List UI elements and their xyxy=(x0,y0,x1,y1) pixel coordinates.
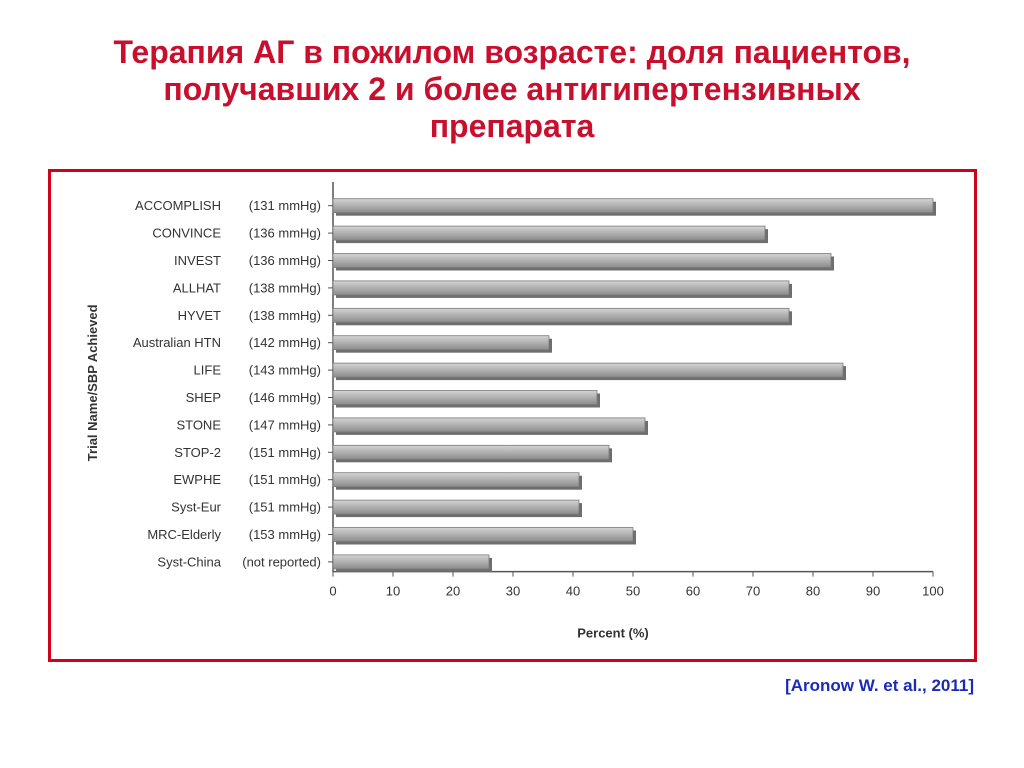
trial-name-label: SHEP xyxy=(186,390,221,405)
bar-life xyxy=(332,362,844,378)
bar-chart: ACCOMPLISH (131 mmHg) CONVINCE (136 mmHg) IN… xyxy=(85,182,944,641)
slide-title-line-1: Терапия АГ в пожилом возрасте: доля паци… xyxy=(113,34,911,70)
chart-frame: ACCOMPLISH (131 mmHg) CONVINCE (136 mmHg) IN… xyxy=(48,169,977,662)
x-tick-label: 30 xyxy=(506,584,520,599)
trial-name-label: STONE xyxy=(176,417,221,432)
x-axis-title: Percent (%) xyxy=(577,626,649,641)
x-tick-label: 40 xyxy=(566,584,580,599)
x-tick-label: 10 xyxy=(386,584,400,599)
trial-name-label: INVEST xyxy=(174,253,221,268)
bar-accomplish xyxy=(332,198,934,214)
bar-hyvet xyxy=(332,307,790,323)
bar-syst-china xyxy=(332,554,490,570)
x-tick-label: 100 xyxy=(922,584,944,599)
bar-allhat xyxy=(332,280,790,296)
slide-title-line-3: препарата xyxy=(429,108,595,144)
trial-name-label: ACCOMPLISH xyxy=(135,198,221,213)
sbp-label: (138 mmHg) xyxy=(249,308,321,323)
x-tick-label: 70 xyxy=(746,584,760,599)
sbp-label: (143 mmHg) xyxy=(249,363,321,378)
bar-mrc-elderly xyxy=(332,527,634,542)
trial-name-label: LIFE xyxy=(194,363,222,378)
sbp-label: (153 mmHg) xyxy=(249,527,321,542)
trial-name-label: ALLHAT xyxy=(173,280,221,295)
slide-title: Терапия АГ в пожилом возрасте: доля паци… xyxy=(0,34,1024,145)
trial-name-label: CONVINCE xyxy=(152,226,221,241)
sbp-label: (151 mmHg) xyxy=(249,445,321,460)
sbp-label: (151 mmHg) xyxy=(249,500,321,515)
bar-convince xyxy=(332,225,766,241)
sbp-label: (142 mmHg) xyxy=(249,335,321,350)
sbp-label: (151 mmHg) xyxy=(249,472,321,487)
bar-invest xyxy=(332,253,832,268)
x-tick-label: 20 xyxy=(446,584,460,599)
sbp-label: (136 mmHg) xyxy=(249,226,321,241)
bar-stop-2 xyxy=(332,444,610,460)
bar-australian-htn xyxy=(332,335,550,351)
sbp-label: (138 mmHg) xyxy=(249,280,321,295)
bar-stone xyxy=(332,417,646,433)
x-tick-label: 80 xyxy=(806,584,820,599)
sbp-label: (136 mmHg) xyxy=(249,253,321,268)
trial-name-label: HYVET xyxy=(178,308,221,323)
bar-shep xyxy=(332,390,598,405)
trial-name-label: Syst-China xyxy=(157,554,221,569)
sbp-label: (131 mmHg) xyxy=(249,198,321,213)
bar-syst-eur xyxy=(332,499,580,515)
x-tick-label: 60 xyxy=(686,584,700,599)
trial-name-label: MRC-Elderly xyxy=(147,527,221,542)
citation: [Aronow W. et al., 2011] xyxy=(785,676,974,695)
trial-name-label: STOP-2 xyxy=(174,445,221,460)
sbp-label: (not reported) xyxy=(242,554,321,569)
sbp-label: (146 mmHg) xyxy=(249,390,321,405)
y-axis-title: Trial Name/SBP Achieved xyxy=(85,304,100,461)
x-tick-label: 0 xyxy=(329,584,336,599)
trial-name-label: Syst-Eur xyxy=(171,500,222,515)
trial-name-label: Australian HTN xyxy=(133,335,221,350)
sbp-label: (147 mmHg) xyxy=(249,417,321,432)
x-tick-label: 50 xyxy=(626,584,640,599)
slide-title-line-2: получавших 2 и более антигипертензивных xyxy=(163,71,861,107)
trial-name-label: EWPHE xyxy=(173,472,221,487)
bar-ewphe xyxy=(332,472,580,488)
x-tick-label: 90 xyxy=(866,584,880,599)
